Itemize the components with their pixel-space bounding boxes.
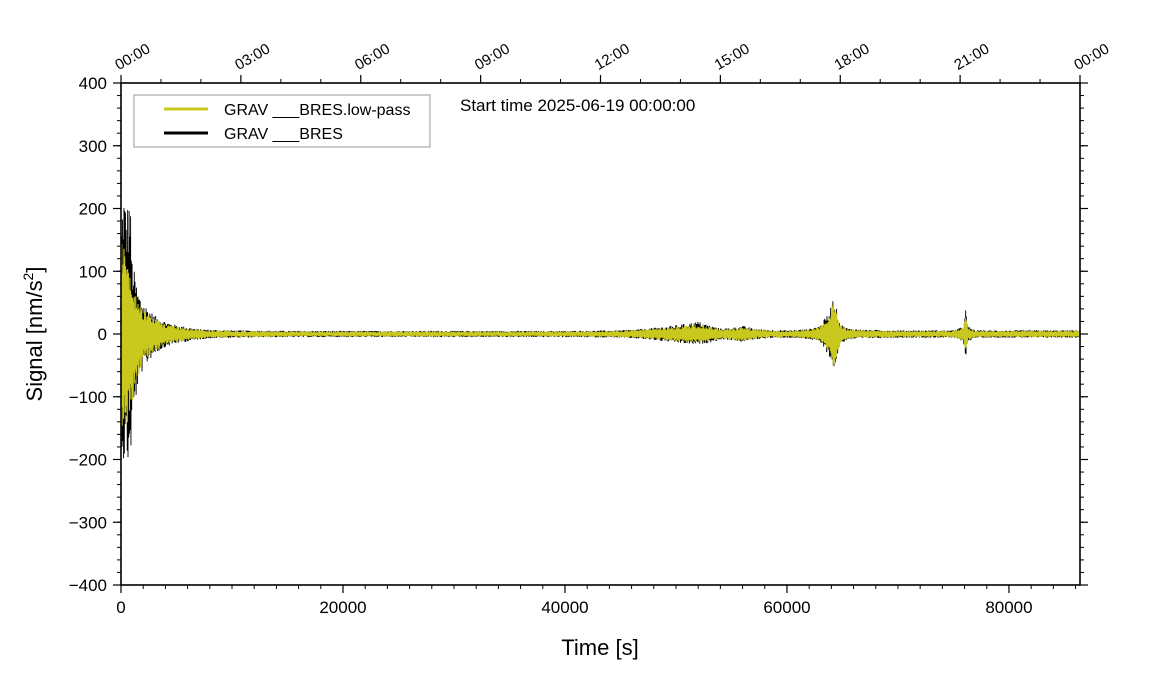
series-layer: [121, 208, 1080, 459]
top-tick-label: 21:00: [951, 40, 992, 73]
top-tick-label: 00:00: [1071, 40, 1112, 73]
y-tick-label: −300: [69, 513, 107, 532]
y-tick-label: 200: [79, 200, 107, 219]
y-tick-label: −200: [69, 451, 107, 470]
x-tick-label: 20000: [319, 598, 366, 617]
top-tick-label: 12:00: [592, 40, 633, 73]
y-axis-title-superscript: 2: [20, 272, 36, 280]
x-tick-label: 80000: [985, 598, 1032, 617]
legend-label-raw: GRAV ___BRES: [224, 126, 343, 143]
x-tick-label: 40000: [541, 598, 588, 617]
x-tick-label: 60000: [763, 598, 810, 617]
x-axis-title: Time [s]: [561, 635, 638, 660]
legend-label-lowpass: GRAV ___BRES.low-pass: [224, 102, 410, 119]
y-tick-label: 100: [79, 262, 107, 281]
x-tick-label: 0: [116, 598, 125, 617]
y-axis-title: Signal [nm/s2]: [20, 267, 47, 402]
y-axis-title-end: ]: [22, 267, 47, 273]
y-axis-title-main: Signal [nm/s: [22, 280, 47, 401]
y-tick-label: 0: [98, 325, 107, 344]
series-line-lowpass: [121, 244, 1080, 426]
top-tick-label: 09:00: [472, 40, 513, 73]
y-tick-label: 300: [79, 137, 107, 156]
legend: GRAV ___BRES.low-pass GRAV ___BRES: [133, 94, 431, 148]
top-tick-label: 15:00: [712, 40, 753, 73]
ticks-layer: [113, 75, 1088, 593]
top-tick-label: 06:00: [352, 40, 393, 73]
legend-box: [133, 94, 431, 148]
top-tick-label: 18:00: [831, 40, 872, 73]
top-tick-label: 03:00: [232, 40, 273, 73]
y-tick-label: 400: [79, 74, 107, 93]
y-tick-label: −100: [69, 388, 107, 407]
top-tick-label: 00:00: [112, 40, 153, 73]
start-time-annotation: Start time 2025-06-19 00:00:00: [460, 96, 695, 115]
y-tick-label: −400: [69, 576, 107, 595]
